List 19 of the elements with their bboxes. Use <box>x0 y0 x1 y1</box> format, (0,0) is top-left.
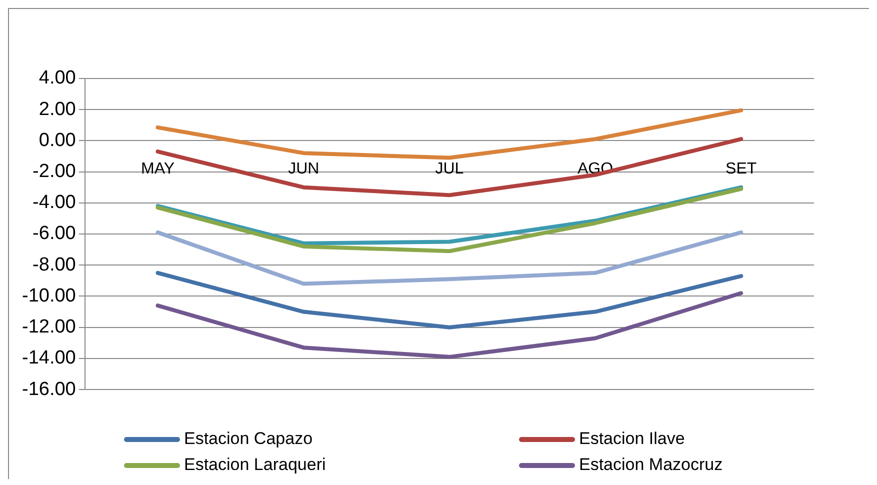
y-tick-label: -12.00 <box>22 316 76 338</box>
legend-label: Estacion Mazocruz <box>579 455 723 475</box>
y-tick-label: -4.00 <box>32 192 76 214</box>
x-tick-label: JUN <box>288 160 320 178</box>
legend-label: Estacion Laraqueri <box>184 455 326 475</box>
x-tick-label: MAY <box>141 160 175 178</box>
y-tick-label: 0.00 <box>38 130 76 151</box>
legend-label: Estacion Capazo <box>184 429 313 449</box>
y-tick-label: 4.00 <box>38 68 76 89</box>
y-tick-label: 2.00 <box>38 98 76 120</box>
y-tick-label: -14.00 <box>22 348 76 369</box>
legend-label: Estacion Ilave <box>579 429 685 449</box>
y-tick-label: -8.00 <box>32 254 76 276</box>
x-tick-label: JUL <box>435 160 464 178</box>
y-tick-label: -2.00 <box>32 160 76 182</box>
y-tick-label: -6.00 <box>32 223 76 244</box>
x-tick-label: SET <box>726 160 757 178</box>
y-tick-label: -16.00 <box>22 378 76 400</box>
y-tick-label: -10.00 <box>22 285 76 306</box>
